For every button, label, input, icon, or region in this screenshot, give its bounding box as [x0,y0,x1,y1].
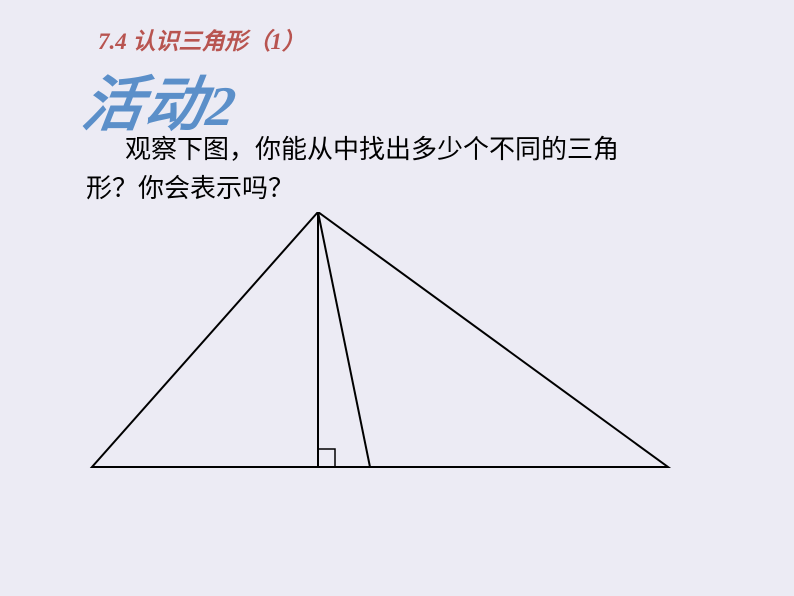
outer-triangle [92,212,668,467]
activity-label-prefix: 活动 [79,72,212,138]
triangle-diagram [80,212,700,522]
body-line-1: 观察下图，你能从中找出多少个不同的三角 [86,130,686,169]
right-angle-mark [318,449,335,467]
section-title: 7.4 认识三角形（1） [98,22,305,56]
inner-cevian-line [318,212,370,467]
body-text: 观察下图，你能从中找出多少个不同的三角 形？你会表示吗？ [86,130,686,208]
body-line-2: 形？你会表示吗？ [86,174,294,203]
